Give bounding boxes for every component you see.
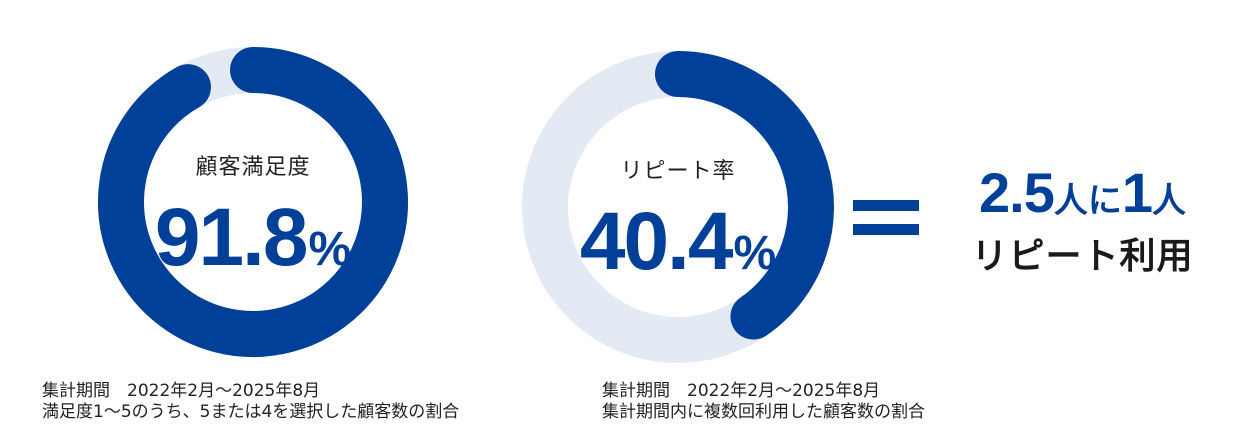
repeat-rate-note-period: 集計期間 2022年2月〜2025年8月	[602, 381, 881, 401]
repeat-rate-number: 40.4	[579, 196, 734, 287]
ratio-unit-1: 人に	[1053, 181, 1122, 221]
satisfaction-gauge: 顧客満足度 91.8%	[96, 45, 410, 359]
repeat-rate-value: 40.4%	[520, 195, 836, 289]
equals-icon	[853, 200, 919, 236]
equals-bar-bottom	[853, 224, 919, 235]
repeat-rate-label: リピート率	[620, 159, 736, 184]
repeat-rate-note-definition: 集計期間内に複数回利用した顧客数の割合	[602, 402, 925, 422]
ratio-number-2: 1	[1121, 161, 1153, 224]
ratio-subtitle: リピート利用	[971, 236, 1194, 277]
satisfaction-note-period: 集計期間 2022年2月〜2025年8月	[42, 381, 321, 401]
repeat-rate-arc	[655, 51, 834, 340]
repeat-rate-donut	[522, 51, 834, 363]
satisfaction-number: 91.8	[154, 192, 309, 283]
satisfaction-donut	[98, 47, 408, 357]
satisfaction-percent: %	[308, 223, 352, 276]
satisfaction-note-definition: 満足度1〜5のうち、5または4を選択した顧客数の割合	[42, 402, 460, 422]
repeat-rate-note: 集計期間 2022年2月〜2025年8月 集計期間内に複数回利用した顧客数の割合	[602, 381, 925, 423]
satisfaction-arc	[98, 47, 408, 357]
repeat-rate-gauge: リピート率 40.4%	[520, 49, 836, 365]
satisfaction-value: 91.8%	[96, 191, 410, 285]
satisfaction-note: 集計期間 2022年2月〜2025年8月 満足度1〜5のうち、5または4を選択し…	[42, 381, 459, 423]
ratio-unit-2: 人	[1152, 181, 1186, 221]
repeat-rate-percent: %	[733, 227, 777, 280]
ratio-number-1: 2.5	[978, 161, 1055, 224]
equals-bar-top	[853, 200, 919, 211]
satisfaction-label: 顧客満足度	[195, 155, 311, 180]
repeat-ratio: 2.5人に1人	[955, 160, 1210, 225]
